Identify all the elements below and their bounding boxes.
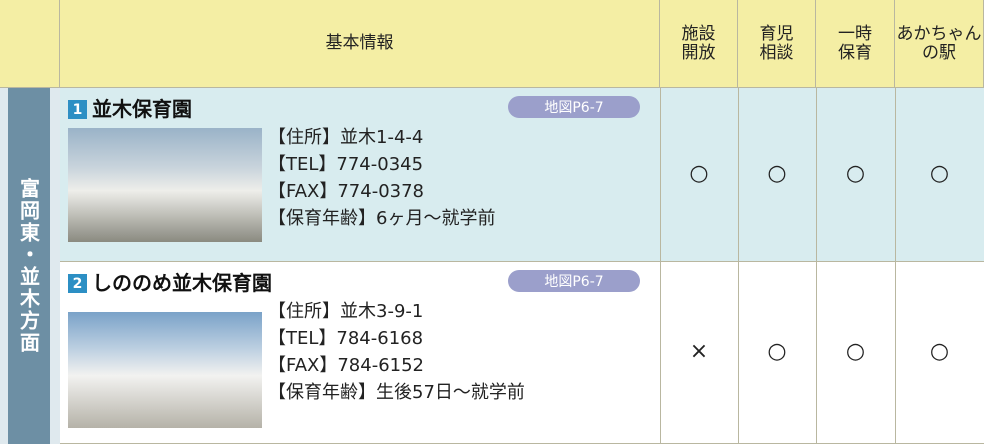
item-number: 1: [68, 100, 87, 119]
column-divider: [895, 88, 896, 444]
header-text: 相談: [759, 42, 794, 63]
photo: [68, 128, 262, 242]
facility-detail: 【保育年齢】生後57日〜就学前: [268, 382, 525, 403]
header-text: 基本情報: [325, 33, 394, 53]
service-mark: ○: [767, 161, 787, 186]
item-number: 2: [68, 274, 87, 293]
column-divider: [816, 88, 817, 444]
header-text: 施設: [681, 23, 716, 44]
header-cell: 一時 保育: [816, 0, 895, 88]
header-text: 開放: [681, 42, 716, 63]
facility-detail: 【TEL】784-6168: [268, 328, 424, 349]
facility-detail: 【住所】並木1-4-4: [268, 127, 424, 148]
photo: [68, 312, 262, 428]
service-mark: ○: [929, 339, 950, 364]
header-blank: [0, 0, 60, 88]
header-cell: 施設 開放: [660, 0, 738, 88]
facility-detail: 【住所】並木3-9-1: [268, 301, 424, 322]
header-cell: 育児 相談: [738, 0, 816, 88]
facility-detail: 【FAX】774-0378: [268, 181, 425, 202]
header-text: 育児: [759, 23, 794, 44]
facility-name: 並木保育園: [92, 97, 192, 121]
header-text: あかちゃん: [896, 23, 982, 44]
header-cell: 基本情報: [60, 0, 660, 88]
map-reference: 地図P6-7: [508, 270, 640, 292]
facility-detail: 【FAX】784-6152: [268, 355, 425, 376]
service-mark: ○: [845, 339, 866, 364]
header-text: の駅: [922, 42, 956, 63]
column-divider: [660, 88, 661, 444]
header-text: 保育: [838, 42, 872, 63]
column-divider: [738, 88, 739, 444]
region-label: 富岡東・並木方面: [8, 88, 50, 444]
map-reference: 地図P6-7: [508, 96, 640, 118]
header-text: 一時: [838, 23, 872, 44]
service-mark: ×: [689, 339, 709, 364]
service-mark: ○: [845, 161, 866, 186]
facility-detail: 【保育年齢】6ヶ月〜就学前: [268, 208, 496, 229]
service-mark: ○: [767, 339, 787, 364]
service-mark: ○: [689, 161, 709, 186]
header-cell: あかちゃん の駅: [895, 0, 984, 88]
facility-detail: 【TEL】774-0345: [268, 154, 424, 175]
facility-name: しののめ並木保育園: [92, 271, 272, 295]
service-mark: ○: [929, 161, 950, 186]
